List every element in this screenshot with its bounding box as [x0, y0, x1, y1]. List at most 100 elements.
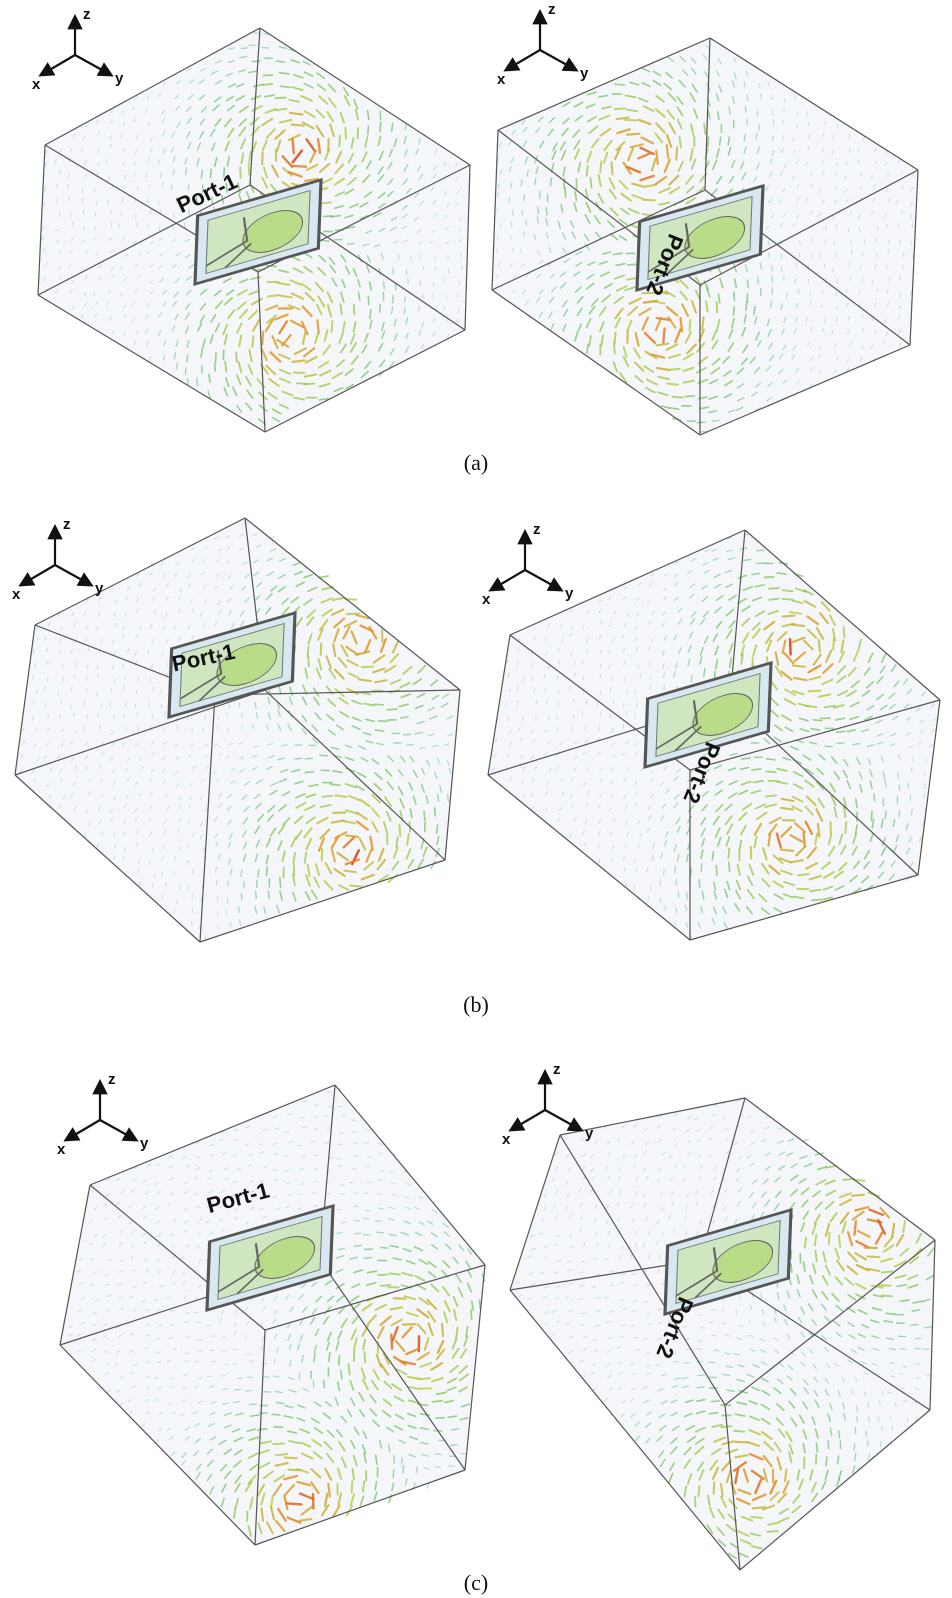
field-arrow — [586, 700, 587, 704]
axis-label: y — [140, 1135, 149, 1152]
field-arrow — [392, 123, 393, 131]
field-arrow — [627, 134, 640, 135]
caption: (a) — [464, 450, 488, 475]
field-arrow — [728, 848, 729, 858]
field-arrow — [882, 1295, 892, 1296]
field-arrow — [263, 75, 272, 76]
axis-label: x — [57, 1141, 66, 1158]
field-arrow — [292, 166, 306, 167]
field-arrow — [759, 84, 760, 89]
axis-arrow — [506, 50, 540, 70]
field-arrow — [889, 277, 890, 281]
field-arrow — [845, 822, 846, 833]
field-arrow — [786, 293, 787, 298]
field-arrow — [783, 820, 795, 821]
field-arrow — [352, 1120, 356, 1121]
field-arrow — [783, 121, 784, 125]
field-arrow — [221, 1375, 225, 1376]
field-arrow — [899, 1336, 906, 1337]
field-arrow — [471, 1310, 472, 1320]
field-arrow — [885, 811, 886, 818]
field-arrow — [656, 151, 658, 164]
axis-label: z — [108, 1071, 116, 1088]
field-arrow — [362, 667, 373, 668]
field-arrow — [73, 713, 74, 717]
field-arrow — [911, 768, 912, 773]
field-arrow — [381, 1285, 391, 1286]
field-arrow — [783, 616, 795, 617]
field-arrow — [315, 1181, 319, 1182]
field-arrow — [262, 332, 263, 345]
field-arrow — [747, 95, 748, 101]
field-arrow — [273, 1117, 277, 1118]
field-arrow — [442, 1324, 443, 1336]
field-arrow — [305, 772, 313, 773]
field-arrow — [497, 249, 498, 253]
field-arrow — [322, 796, 332, 797]
field-arrow — [813, 720, 822, 721]
field-arrow — [293, 139, 294, 153]
field-arrow — [82, 198, 83, 202]
field-arrow — [32, 716, 33, 720]
field-arrow — [420, 747, 425, 748]
field-arrow — [809, 691, 821, 692]
axis-arrow — [525, 570, 561, 590]
field-arrow — [392, 307, 393, 314]
field-arrow — [614, 333, 615, 345]
field-arrow — [803, 1139, 809, 1141]
field-arrow — [633, 1285, 637, 1286]
simulation-panel: Port-1zyx — [57, 1071, 485, 1545]
field-arrow — [209, 374, 210, 382]
field-arrow — [874, 794, 875, 801]
field-arrow — [339, 136, 340, 147]
field-arrow — [768, 82, 769, 86]
axis-arrow — [491, 570, 525, 590]
axis-label: z — [63, 516, 71, 533]
field-arrow — [266, 867, 267, 875]
field-arrow — [839, 1431, 840, 1438]
field-arrow — [393, 1470, 394, 1478]
field-arrow — [838, 1456, 839, 1464]
field-arrow — [285, 1457, 297, 1458]
field-arrow — [766, 795, 776, 796]
field-arrow — [587, 166, 588, 176]
field-arrow — [573, 699, 574, 703]
field-arrow — [420, 255, 421, 259]
field-arrow — [647, 1313, 651, 1314]
field-arrow — [281, 86, 291, 87]
field-arrow — [797, 124, 798, 128]
axis-triad: zyx — [497, 1, 589, 88]
axis-triad: z y x — [57, 1071, 149, 1158]
field-arrow — [162, 183, 163, 187]
field-arrow — [324, 1380, 325, 1388]
field-arrow — [782, 599, 792, 600]
caption: (c) — [464, 1570, 488, 1595]
axis-label: x — [497, 71, 506, 88]
field-arrow — [767, 1531, 778, 1532]
field-arrow — [432, 1401, 442, 1402]
axis-triad: zyx — [32, 6, 124, 93]
field-arrow — [368, 126, 369, 135]
field-arrow — [635, 690, 636, 694]
field-arrow — [767, 759, 775, 760]
field-arrow — [376, 1455, 377, 1464]
field-arrow — [798, 874, 809, 875]
field-arrow — [926, 759, 927, 763]
field-arrow — [177, 363, 178, 369]
field-arrow — [836, 225, 837, 229]
axis-label: z — [548, 1, 556, 18]
axis-arrow — [21, 565, 55, 585]
axis-label: x — [32, 76, 41, 93]
field-arrow — [881, 1441, 882, 1446]
field-arrow — [498, 193, 499, 197]
field-arrow — [137, 187, 138, 191]
field-arrow — [771, 301, 772, 307]
field-arrow — [256, 891, 257, 898]
field-arrow — [289, 1141, 293, 1142]
field-arrow — [249, 164, 250, 175]
field-arrow — [785, 1469, 786, 1481]
field-arrow — [712, 1335, 716, 1336]
field-arrow — [549, 715, 550, 719]
field-arrow — [508, 717, 509, 721]
field-arrow — [375, 1221, 381, 1222]
